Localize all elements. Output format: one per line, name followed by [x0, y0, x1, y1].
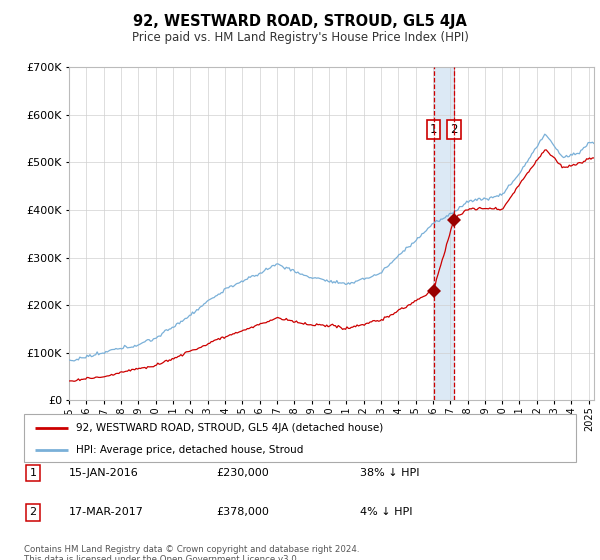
- Text: 1: 1: [29, 468, 37, 478]
- Text: Contains HM Land Registry data © Crown copyright and database right 2024.
This d: Contains HM Land Registry data © Crown c…: [24, 545, 359, 560]
- Text: 2: 2: [450, 123, 458, 136]
- Text: £378,000: £378,000: [216, 507, 269, 517]
- Text: £230,000: £230,000: [216, 468, 269, 478]
- Text: Price paid vs. HM Land Registry's House Price Index (HPI): Price paid vs. HM Land Registry's House …: [131, 31, 469, 44]
- Text: 15-JAN-2016: 15-JAN-2016: [69, 468, 139, 478]
- FancyBboxPatch shape: [24, 414, 576, 462]
- Bar: [434, 67, 454, 400]
- Text: HPI: Average price, detached house, Stroud: HPI: Average price, detached house, Stro…: [76, 445, 304, 455]
- Text: 92, WESTWARD ROAD, STROUD, GL5 4JA: 92, WESTWARD ROAD, STROUD, GL5 4JA: [133, 14, 467, 29]
- Text: 17-MAR-2017: 17-MAR-2017: [69, 507, 144, 517]
- Text: 2: 2: [29, 507, 37, 517]
- Text: 38% ↓ HPI: 38% ↓ HPI: [360, 468, 419, 478]
- Text: 4% ↓ HPI: 4% ↓ HPI: [360, 507, 413, 517]
- Text: 92, WESTWARD ROAD, STROUD, GL5 4JA (detached house): 92, WESTWARD ROAD, STROUD, GL5 4JA (deta…: [76, 423, 383, 433]
- Text: 1: 1: [430, 123, 437, 136]
